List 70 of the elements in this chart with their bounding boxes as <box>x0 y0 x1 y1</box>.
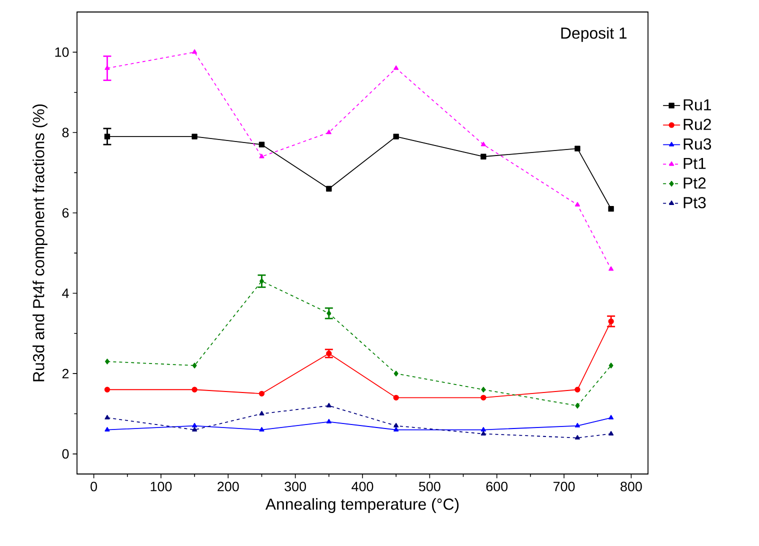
point <box>326 418 332 424</box>
y-tick-label: 6 <box>62 208 69 218</box>
y-tick-label: 2 <box>62 368 69 378</box>
x-tick-label: 300 <box>284 482 306 492</box>
point <box>104 414 110 420</box>
point <box>574 435 580 440</box>
point <box>104 426 110 432</box>
point <box>575 402 580 409</box>
point <box>608 266 614 271</box>
legend-label: Pt3 <box>684 197 706 208</box>
point <box>258 390 265 396</box>
x-tick-label: 700 <box>553 482 575 492</box>
point <box>326 310 332 316</box>
x-tick-label: 500 <box>418 482 440 492</box>
point <box>104 386 110 392</box>
point <box>574 422 580 428</box>
point <box>480 426 486 432</box>
x-tick-label: 100 <box>150 482 172 492</box>
point <box>104 134 110 140</box>
point <box>608 206 614 212</box>
legend-label: Pt2 <box>684 177 706 189</box>
y-tick-label: 0 <box>62 449 69 459</box>
legend-label: Pt1 <box>684 158 706 170</box>
legend-label: Ru1 <box>684 99 711 110</box>
point <box>259 154 264 158</box>
point <box>192 134 198 140</box>
annotation: Deposit 1 <box>561 27 627 42</box>
y-tick-label: 8 <box>62 128 69 138</box>
y-axis-title: Ru3d and Pt4f component fractions (%) <box>32 104 48 382</box>
legend-label: Ru2 <box>684 118 711 130</box>
point <box>394 65 399 70</box>
x-axis-title: Annealing temperature (°C) <box>265 498 459 513</box>
x-tick-label: 800 <box>620 482 642 492</box>
point <box>394 426 399 432</box>
point <box>480 394 486 401</box>
point <box>608 430 614 436</box>
legend-label: Ru3 <box>684 138 712 150</box>
point <box>326 402 332 408</box>
point <box>259 426 264 432</box>
point <box>394 422 399 428</box>
point <box>480 154 486 160</box>
point <box>192 386 198 392</box>
point <box>574 386 580 392</box>
point <box>574 146 580 152</box>
point <box>259 278 264 284</box>
x-tick-label: 400 <box>352 482 374 492</box>
point <box>481 386 486 392</box>
point <box>192 362 197 368</box>
point <box>326 186 332 192</box>
point <box>574 202 580 206</box>
point <box>394 370 398 376</box>
point <box>192 422 198 428</box>
x-tick-label: 200 <box>218 482 239 492</box>
x-tick-label: 600 <box>486 482 508 492</box>
point <box>608 362 614 368</box>
point <box>192 426 198 432</box>
x-tick-label: 0 <box>90 482 98 492</box>
point <box>104 65 110 70</box>
point <box>393 394 399 401</box>
point <box>480 142 486 146</box>
point <box>480 430 486 436</box>
point <box>258 142 265 148</box>
point <box>104 358 110 364</box>
point <box>393 134 399 140</box>
y-tick-label: 4 <box>62 288 69 298</box>
point <box>608 414 614 420</box>
point <box>259 410 264 416</box>
y-tick-label: 10 <box>55 47 69 57</box>
point <box>192 49 198 54</box>
point <box>326 130 332 134</box>
